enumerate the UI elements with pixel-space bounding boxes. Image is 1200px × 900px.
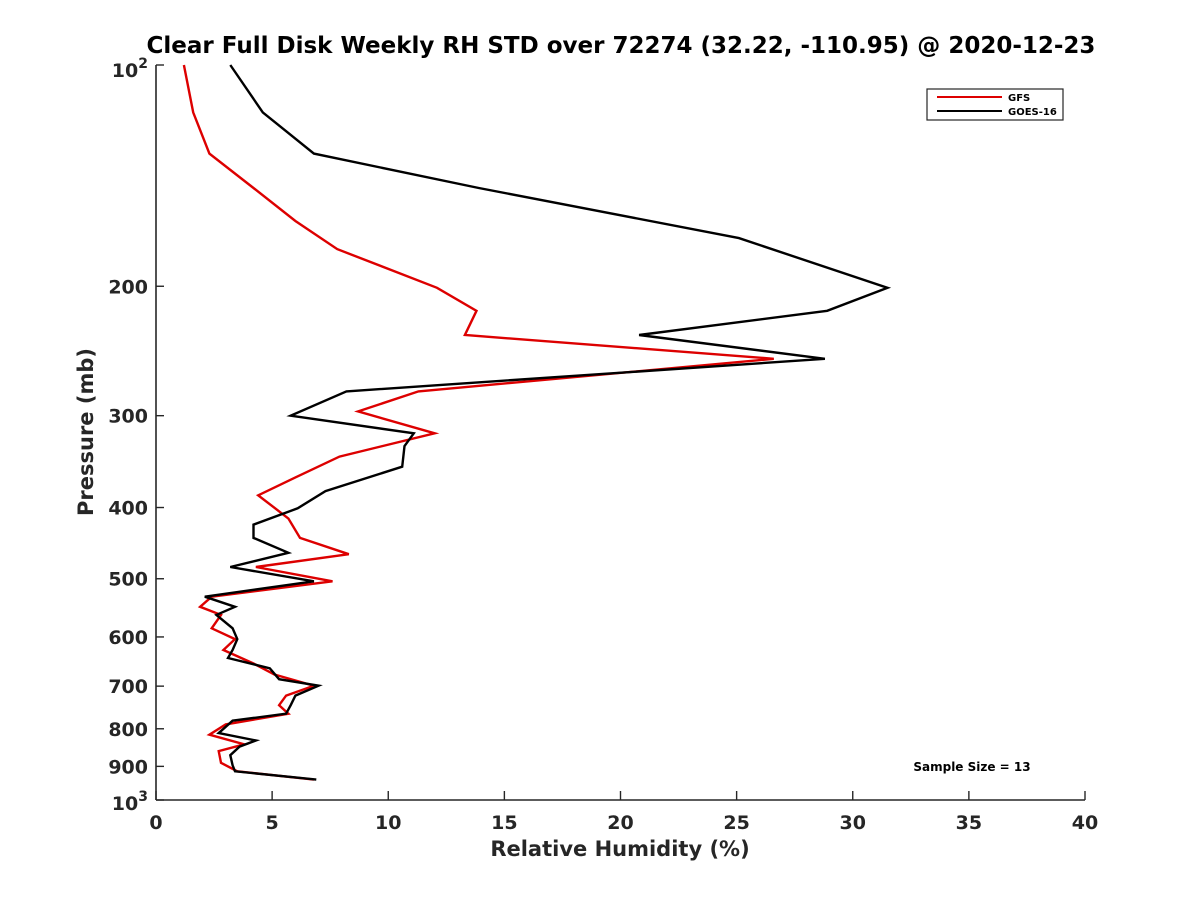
y-tick-label: 400 [108, 498, 148, 520]
legend-label-goes16: GOES-16 [1008, 107, 1057, 118]
x-tick-label: 20 [607, 812, 633, 834]
y-tick-label-bottom: 103 [112, 789, 148, 815]
plot-area: 0 5 10 15 20 25 30 35 40 200 300 400 500 600 700 800 90… [108, 64, 1098, 834]
legend-box [926, 88, 1064, 121]
y-tick-label-top: 102 [112, 56, 148, 82]
y-tick-label: 800 [108, 719, 148, 741]
y-axis-label: Pressure (mb) [74, 348, 98, 516]
y-tick-label: 700 [108, 676, 148, 698]
y-tick-label: 600 [108, 627, 148, 649]
x-tick-label: 10 [375, 812, 401, 834]
y-tick-label: 200 [108, 276, 148, 298]
x-tick-label: 5 [266, 812, 279, 834]
sample-size-annotation: Sample Size = 13 [913, 760, 1030, 774]
series-layer [182, 64, 892, 781]
x-tick-label: 40 [1072, 812, 1098, 834]
y-ticks: 200 300 400 500 600 700 800 900 [108, 64, 164, 801]
series-line-gfs [182, 64, 774, 781]
x-tick-label: 30 [840, 812, 866, 834]
y-tick-label: 500 [108, 569, 148, 591]
legend-label-gfs: GFS [1008, 93, 1030, 104]
x-axis-label: Relative Humidity (%) [490, 837, 749, 861]
x-ticks: 0 5 10 15 20 25 30 35 40 [149, 791, 1098, 834]
x-tick-label: 15 [491, 812, 517, 834]
legend: GFS GOES-16 [926, 88, 1064, 121]
y-tick-label: 900 [108, 756, 148, 778]
series-line-goes16 [204, 64, 892, 781]
chart-title: Clear Full Disk Weekly RH STD over 72274… [147, 33, 1096, 59]
x-tick-label: 25 [723, 812, 749, 834]
x-tick-label: 0 [149, 812, 162, 834]
y-tick-label: 300 [108, 406, 148, 428]
x-tick-label: 35 [956, 812, 982, 834]
